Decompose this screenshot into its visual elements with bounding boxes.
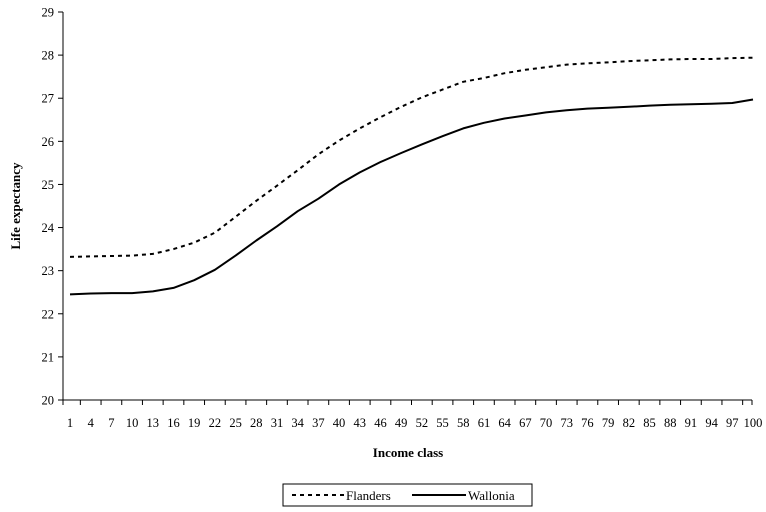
x-tick-label: 58: [457, 416, 470, 430]
x-tick-label: 46: [374, 416, 387, 430]
x-tick-label: 37: [312, 416, 325, 430]
x-tick-label: 67: [519, 416, 532, 430]
y-tick-label: 22: [42, 307, 55, 321]
x-tick-label: 49: [395, 416, 408, 430]
y-tick-label: 20: [42, 394, 55, 408]
x-tick-label: 43: [354, 416, 367, 430]
x-tick-label: 88: [664, 416, 677, 430]
y-tick-label: 28: [42, 49, 55, 63]
x-tick-label: 85: [643, 416, 656, 430]
y-tick-label: 27: [42, 92, 55, 106]
x-tick-label: 55: [436, 416, 449, 430]
x-tick-label: 52: [416, 416, 429, 430]
x-tick-label: 19: [188, 416, 201, 430]
series-line-wallonia: [69, 98, 754, 296]
x-tick-label: 70: [540, 416, 553, 430]
x-tick-group: 1 4 7 10 13 16 19 22 25 28 31 34 37 40 43 46 49 52 55 58 61 6…: [62, 400, 763, 430]
y-axis-title: Life expectancy: [8, 162, 23, 250]
x-tick-label: 13: [147, 416, 160, 430]
legend-label-flanders: Flanders: [346, 488, 391, 503]
x-tick-label: 97: [726, 416, 739, 430]
y-axis: 20 21 22 23 24 25 26 27 28 29: [42, 6, 64, 408]
y-tick-label: 24: [42, 221, 55, 235]
y-tick-label: 21: [42, 350, 55, 364]
x-tick-label: 61: [478, 416, 491, 430]
legend-label-wallonia: Wallonia: [468, 488, 515, 503]
x-tick-label: 82: [623, 416, 636, 430]
x-tick-label: 22: [209, 416, 222, 430]
x-tick-label: 1: [67, 416, 73, 430]
x-tick-label: 91: [685, 416, 698, 430]
x-tick-label: 28: [250, 416, 263, 430]
y-tick-label: 23: [42, 264, 55, 278]
x-tick-label: 79: [602, 416, 615, 430]
y-tick-label: 29: [42, 6, 55, 20]
x-tick-label: 34: [291, 416, 304, 430]
y-tick-label: 25: [42, 178, 55, 192]
y-tick-group: 20 21 22 23 24 25 26 27 28 29: [42, 6, 63, 408]
x-tick-label: 76: [581, 416, 594, 430]
x-tick-label: 10: [126, 416, 139, 430]
series-layer: [69, 56, 754, 296]
series-line-flanders: [69, 56, 754, 258]
x-axis-title: Income class: [373, 445, 443, 460]
x-tick-label: 73: [560, 416, 573, 430]
x-tick-label: 25: [229, 416, 242, 430]
x-tick-label: 64: [498, 416, 511, 430]
y-tick-label: 26: [42, 135, 55, 149]
x-axis: 1 4 7 10 13 16 19 22 25 28 31 34 37 40 43 46 49 52 55 58 61 6…: [62, 399, 763, 430]
x-tick-label: 94: [705, 416, 718, 430]
x-tick-label: 7: [108, 416, 114, 430]
x-tick-label: 16: [167, 416, 180, 430]
x-tick-label: 4: [88, 416, 95, 430]
x-tick-label: 31: [271, 416, 284, 430]
x-tick-label: 40: [333, 416, 346, 430]
legend-box: [282, 483, 533, 507]
legend: Flanders Wallonia: [282, 483, 533, 507]
x-tick-label: 100: [744, 416, 763, 430]
